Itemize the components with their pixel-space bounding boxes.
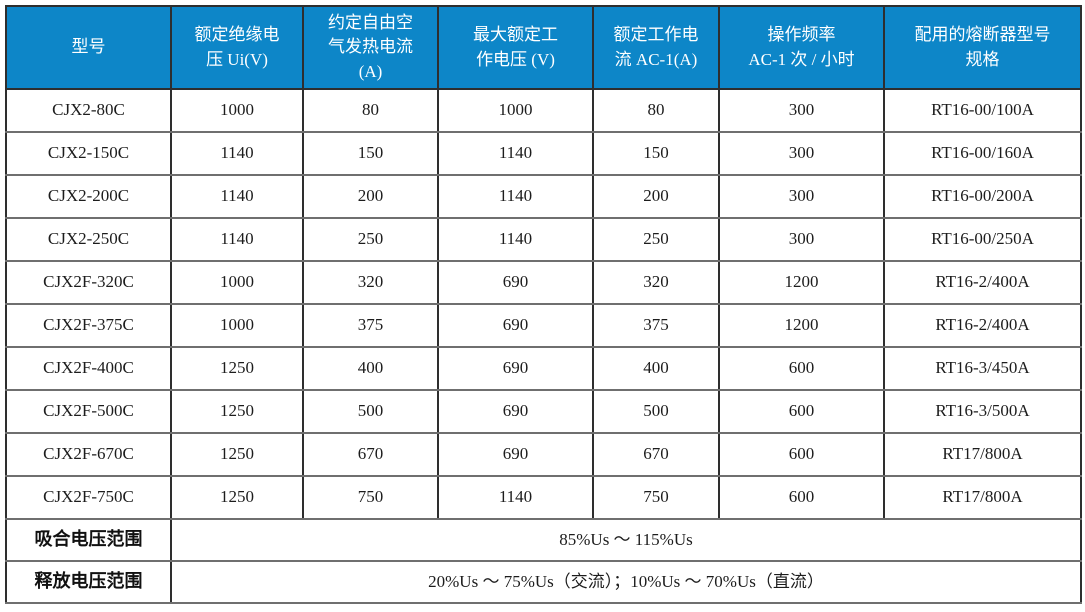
table-cell: 150	[302, 131, 439, 176]
table-cell: 150	[592, 131, 720, 176]
table-cell: 1250	[170, 475, 304, 520]
table-cell: 1140	[437, 174, 594, 219]
pickup-voltage-range-value: 85%Us ～ 115%Us	[170, 518, 1082, 562]
table-row: CJX2F-320C 1000 320 690 320 1200 RT16-2/…	[5, 260, 1082, 305]
column-header-conventional-free-air-thermal-current: 约定自由空 气发热电流 (A)	[302, 5, 439, 90]
table-cell: 690	[437, 260, 594, 305]
table-row: CJX2-150C 1140 150 1140 150 300 RT16-00/…	[5, 131, 1082, 176]
release-voltage-range-row: 释放电压范围 20%Us ～ 75%Us（交流）；10%Us ～ 70%Us（直…	[5, 560, 1082, 604]
table-cell: 500	[302, 389, 439, 434]
table-cell: 1140	[170, 217, 304, 262]
table-row: CJX2F-750C 1250 750 1140 750 600 RT17/80…	[5, 475, 1082, 520]
table-cell: 375	[592, 303, 720, 348]
table-cell: 750	[302, 475, 439, 520]
table-cell: 375	[302, 303, 439, 348]
model-cell: CJX2F-400C	[5, 346, 172, 391]
table-cell: 600	[718, 475, 885, 520]
fuse-spec-cell: RT16-2/400A	[883, 260, 1082, 305]
table-cell: 690	[437, 432, 594, 477]
column-header-max-rated-operational-voltage: 最大额定工 作电压 (V)	[437, 5, 594, 90]
table-cell: 670	[302, 432, 439, 477]
table-cell: 1000	[170, 303, 304, 348]
table-cell: 670	[592, 432, 720, 477]
table-cell: 80	[592, 88, 720, 133]
table-cell: 320	[302, 260, 439, 305]
table-cell: 1000	[170, 88, 304, 133]
table-cell: 1000	[437, 88, 594, 133]
table-cell: 1140	[170, 174, 304, 219]
column-header-operating-frequency: 操作频率 AC-1 次 / 小时	[718, 5, 885, 90]
table-cell: 690	[437, 346, 594, 391]
table-cell: 80	[302, 88, 439, 133]
table-cell: 300	[718, 174, 885, 219]
pickup-voltage-range-row: 吸合电压范围 85%Us ～ 115%Us	[5, 518, 1082, 562]
model-cell: CJX2F-320C	[5, 260, 172, 305]
column-header-matching-fuse-spec: 配用的熔断器型号 规格	[883, 5, 1082, 90]
table-cell: 400	[302, 346, 439, 391]
model-cell: CJX2-250C	[5, 217, 172, 262]
table-row: CJX2-200C 1140 200 1140 200 300 RT16-00/…	[5, 174, 1082, 219]
model-cell: CJX2-80C	[5, 88, 172, 133]
model-cell: CJX2F-750C	[5, 475, 172, 520]
table-cell: 1140	[170, 131, 304, 176]
pickup-voltage-range-label: 吸合电压范围	[5, 518, 172, 562]
table-cell: 200	[592, 174, 720, 219]
table-cell: 400	[592, 346, 720, 391]
table-cell: 1250	[170, 389, 304, 434]
fuse-spec-cell: RT16-2/400A	[883, 303, 1082, 348]
table-cell: 250	[302, 217, 439, 262]
table-cell: 250	[592, 217, 720, 262]
table-cell: 600	[718, 432, 885, 477]
table-cell: 320	[592, 260, 720, 305]
table-cell: 1140	[437, 217, 594, 262]
model-cell: CJX2-150C	[5, 131, 172, 176]
table-cell: 1200	[718, 260, 885, 305]
table-cell: 1250	[170, 346, 304, 391]
table-cell: 600	[718, 346, 885, 391]
model-cell: CJX2F-670C	[5, 432, 172, 477]
fuse-spec-cell: RT16-3/500A	[883, 389, 1082, 434]
table-cell: 1200	[718, 303, 885, 348]
fuse-spec-cell: RT16-00/160A	[883, 131, 1082, 176]
table-row: CJX2F-500C 1250 500 690 500 600 RT16-3/5…	[5, 389, 1082, 434]
release-voltage-range-label: 释放电压范围	[5, 560, 172, 604]
model-cell: CJX2F-375C	[5, 303, 172, 348]
table-row: CJX2F-670C 1250 670 690 670 600 RT17/800…	[5, 432, 1082, 477]
table-cell: 200	[302, 174, 439, 219]
table-row: CJX2-80C 1000 80 1000 80 300 RT16-00/100…	[5, 88, 1082, 133]
column-header-rated-insulation-voltage: 额定绝缘电 压 Ui(V)	[170, 5, 304, 90]
column-header-model: 型号	[5, 5, 172, 90]
table-row: CJX2F-375C 1000 375 690 375 1200 RT16-2/…	[5, 303, 1082, 348]
table-body: CJX2-80C 1000 80 1000 80 300 RT16-00/100…	[5, 88, 1082, 604]
model-cell: CJX2-200C	[5, 174, 172, 219]
table-cell: 300	[718, 131, 885, 176]
fuse-spec-cell: RT16-00/100A	[883, 88, 1082, 133]
fuse-spec-cell: RT16-00/250A	[883, 217, 1082, 262]
table-cell: 300	[718, 217, 885, 262]
table-cell: 1140	[437, 475, 594, 520]
fuse-spec-cell: RT17/800A	[883, 475, 1082, 520]
release-voltage-range-value: 20%Us ～ 75%Us（交流）；10%Us ～ 70%Us（直流）	[170, 560, 1082, 604]
header-row: 型号 额定绝缘电 压 Ui(V) 约定自由空 气发热电流 (A) 最大额定工 作…	[5, 5, 1082, 90]
fuse-spec-cell: RT16-3/450A	[883, 346, 1082, 391]
table-cell: 1140	[437, 131, 594, 176]
column-header-rated-operational-current-ac1: 额定工作电 流 AC-1(A)	[592, 5, 720, 90]
contactor-spec-table: 型号 额定绝缘电 压 Ui(V) 约定自由空 气发热电流 (A) 最大额定工 作…	[5, 5, 1082, 604]
table-header: 型号 额定绝缘电 压 Ui(V) 约定自由空 气发热电流 (A) 最大额定工 作…	[5, 5, 1082, 90]
fuse-spec-cell: RT16-00/200A	[883, 174, 1082, 219]
table-cell: 300	[718, 88, 885, 133]
table-row: CJX2F-400C 1250 400 690 400 600 RT16-3/4…	[5, 346, 1082, 391]
table-cell: 600	[718, 389, 885, 434]
table-row: CJX2-250C 1140 250 1140 250 300 RT16-00/…	[5, 217, 1082, 262]
table-cell: 750	[592, 475, 720, 520]
table-cell: 1000	[170, 260, 304, 305]
fuse-spec-cell: RT17/800A	[883, 432, 1082, 477]
table-cell: 690	[437, 303, 594, 348]
table-cell: 500	[592, 389, 720, 434]
model-cell: CJX2F-500C	[5, 389, 172, 434]
table-cell: 1250	[170, 432, 304, 477]
table-cell: 690	[437, 389, 594, 434]
